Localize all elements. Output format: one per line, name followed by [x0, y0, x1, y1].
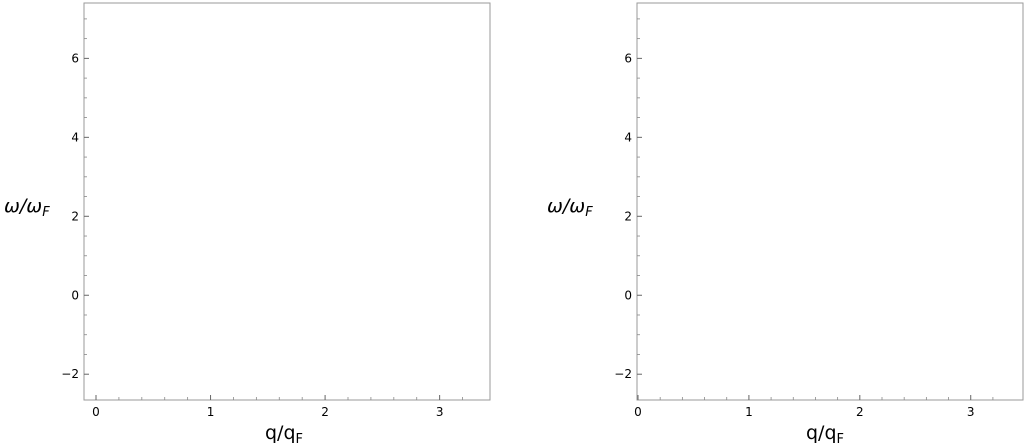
x-tick-label: 1: [207, 405, 215, 419]
y-tick-label: −2: [61, 367, 79, 381]
y-tick-label: 6: [624, 51, 632, 65]
y-tick-label: 2: [624, 209, 632, 223]
y-tick-label: 0: [624, 288, 632, 302]
y-tick-label: 6: [71, 51, 79, 65]
chart-panel-right: 0 1 2 3 −2 0 2 4 6 q/qF ω/ωF: [541, 0, 1025, 447]
y-tick-label: 0: [71, 288, 79, 302]
y-tick-label: 2: [71, 209, 79, 223]
plot-frame: [636, 2, 1024, 401]
x-tick-label: 2: [321, 405, 329, 419]
x-axis-label: q/qF: [806, 422, 844, 443]
x-tick-label: 3: [436, 405, 444, 419]
heatmap-chart-left: 0 1 2 3 −2 0 2 4 6 q/qF ω/ωF: [4, 2, 491, 447]
x-tick-label: 1: [745, 405, 753, 419]
y-tick-label: −2: [614, 367, 632, 381]
y-axis-label: ω/ωF: [547, 195, 593, 220]
plot-frame: [83, 2, 491, 401]
y-axis-label: ω/ωF: [4, 195, 50, 220]
x-tick-label: 0: [634, 405, 642, 419]
x-axis-label: q/qF: [265, 422, 303, 443]
heatmap-chart-right: 0 1 2 3 −2 0 2 4 6 q/qF ω/ωF: [547, 2, 1024, 447]
y-tick-label: 4: [624, 130, 632, 144]
x-tick-label: 2: [856, 405, 864, 419]
x-tick-label: 0: [92, 405, 100, 419]
y-tick-label: 4: [71, 130, 79, 144]
chart-panel-left: 0 1 2 3 −2 0 2 4 6 q/qF ω/ωF: [0, 0, 500, 447]
x-tick-label: 3: [967, 405, 975, 419]
